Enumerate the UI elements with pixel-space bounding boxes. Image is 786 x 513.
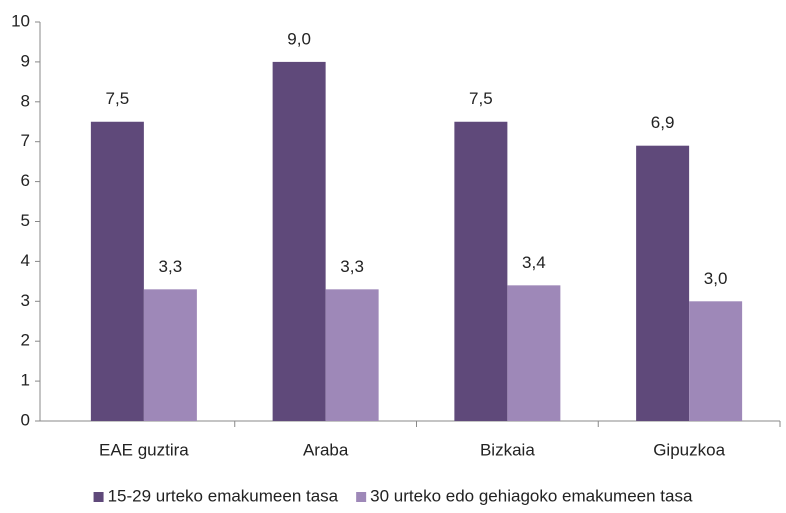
y-tick-label: 2 (21, 331, 30, 350)
x-tick-label: Araba (303, 440, 349, 459)
bar (90, 121, 144, 421)
bar (325, 289, 379, 421)
data-label: 7,5 (469, 89, 493, 108)
legend-swatch (356, 492, 367, 502)
data-label: 6,9 (651, 113, 675, 132)
bar (143, 289, 197, 421)
legend-swatch (93, 492, 104, 502)
y-tick-label: 9 (21, 51, 30, 70)
data-label: 3,0 (704, 269, 728, 288)
y-tick-label: 6 (21, 171, 30, 190)
data-label: 3,4 (522, 253, 546, 272)
x-tick-label: EAE guztira (99, 440, 189, 459)
bar (689, 301, 743, 421)
y-tick-label: 1 (21, 371, 30, 390)
y-tick-label: 7 (21, 131, 30, 150)
y-tick-label: 10 (11, 11, 30, 30)
data-label: 3,3 (159, 257, 183, 276)
data-label: 7,5 (106, 89, 130, 108)
bar (636, 145, 690, 421)
legend-label: 30 urteko edo gehiagoko emakumeen tasa (370, 486, 693, 505)
y-tick-label: 5 (21, 211, 30, 230)
y-tick-label: 8 (21, 91, 30, 110)
y-tick-label: 3 (21, 291, 30, 310)
y-tick-label: 0 (21, 410, 30, 429)
legend-label: 15-29 urteko emakumeen tasa (108, 486, 339, 505)
bar (507, 285, 561, 421)
y-tick-label: 4 (21, 251, 30, 270)
data-label: 3,3 (340, 257, 364, 276)
data-label: 9,0 (287, 29, 311, 48)
x-tick-label: Gipuzkoa (653, 440, 725, 459)
bar (454, 121, 508, 421)
x-tick-label: Bizkaia (480, 440, 535, 459)
bar (272, 61, 326, 422)
